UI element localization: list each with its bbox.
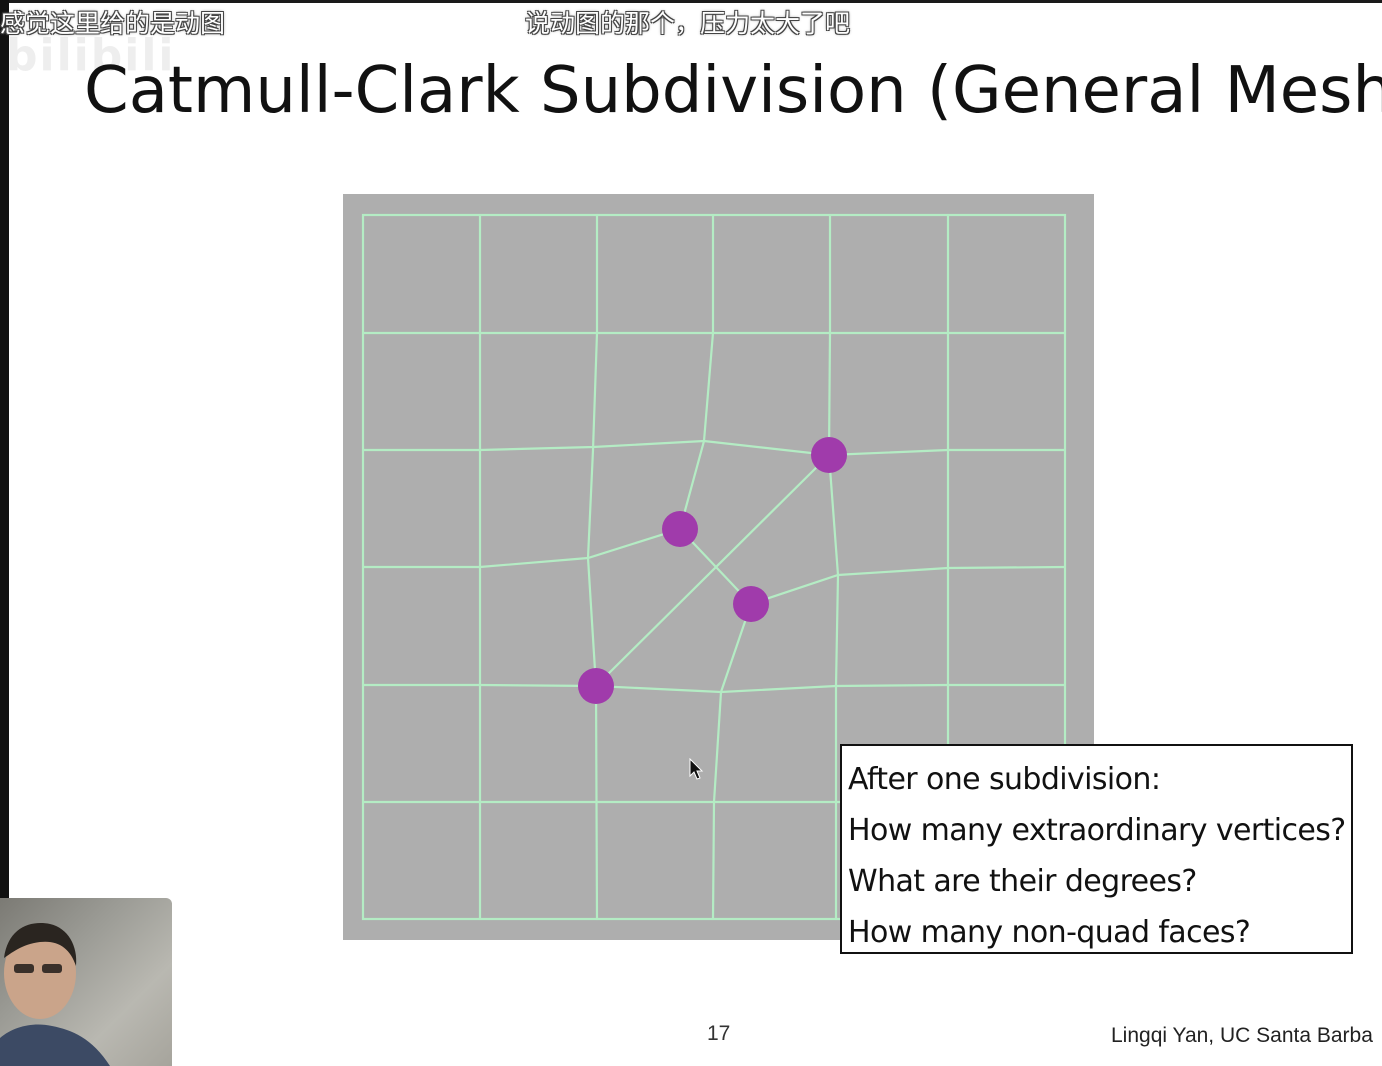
danmaku-comment: 感觉这里给的是动图 — [0, 9, 226, 38]
callout-line: After one subdivision: — [848, 762, 1161, 797]
mesh-edge — [361, 527, 682, 569]
presenter-silhouette — [0, 923, 110, 1066]
mesh-edge — [711, 602, 753, 921]
bilibili-watermark: bilibili — [6, 30, 176, 81]
callout-line: How many non-quad faces? — [848, 915, 1251, 950]
video-top-edge — [0, 0, 1382, 3]
callout-line: How many extraordinary vertices? — [848, 813, 1346, 848]
callout-line: What are their degrees? — [848, 864, 1197, 899]
extraordinary-vertex — [578, 668, 614, 704]
mouse-pointer-icon — [689, 758, 704, 780]
mesh-edge — [361, 439, 1067, 457]
mesh-edge — [586, 213, 599, 921]
mesh-edge — [361, 683, 1067, 694]
extraordinary-vertex — [811, 437, 847, 473]
webcam-presenter — [0, 898, 172, 1066]
page-number: 17 — [707, 1022, 731, 1045]
slide-title: Catmull-Clark Subdivision (General Mesh) — [84, 54, 1382, 128]
extraordinary-vertices — [578, 437, 847, 704]
mesh-edge — [827, 213, 840, 921]
footer-credit: Lingqi Yan, UC Santa Barba — [1111, 1024, 1373, 1047]
video-left-edge — [0, 0, 9, 900]
mesh-edge — [749, 565, 1067, 606]
danmaku-comment: 说动图的那个，压力太大了吧 — [525, 9, 851, 38]
extraordinary-vertex — [733, 586, 769, 622]
extraordinary-vertex — [662, 511, 698, 547]
mesh-edge — [594, 453, 831, 688]
question-callout-box: After one subdivision: How many extraord… — [840, 744, 1353, 954]
mesh-edge — [678, 213, 715, 531]
